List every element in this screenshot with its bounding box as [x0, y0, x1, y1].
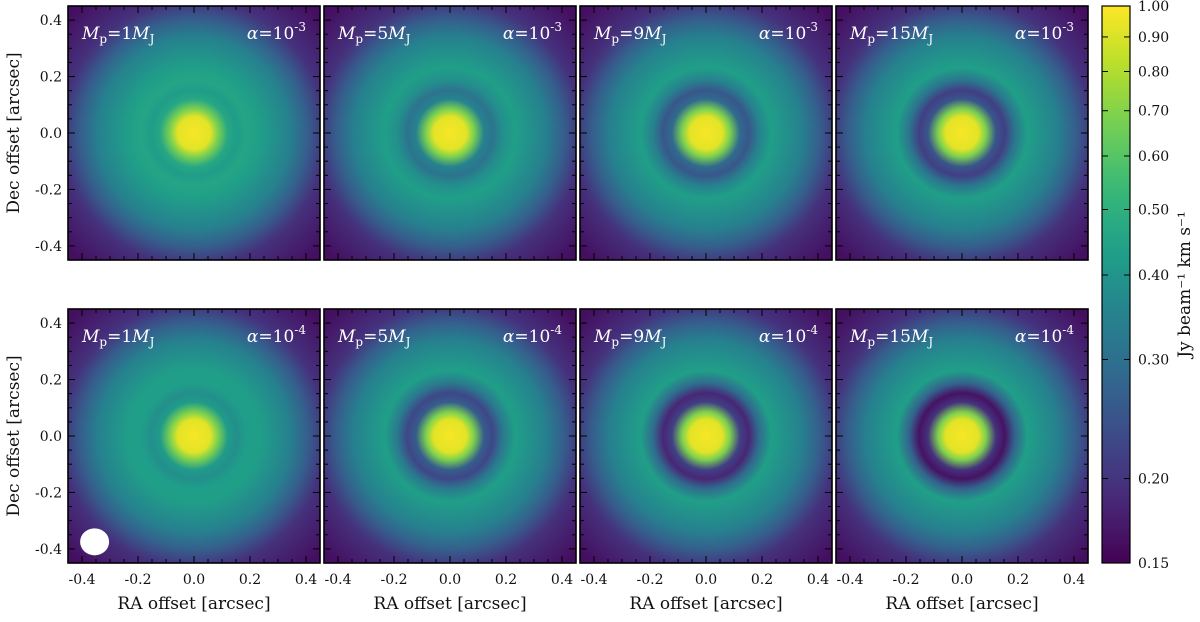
x-tick-label: 0.4: [807, 572, 829, 588]
ticks: [580, 6, 832, 260]
intensity-map: [68, 6, 320, 260]
intensity-map: [324, 309, 576, 563]
x-tick-label: 0.2: [1007, 572, 1029, 588]
y-tick-label: 0.2: [40, 70, 62, 86]
colorbar-tick-label: 0.60: [1138, 149, 1169, 165]
intensity-map: [68, 309, 320, 563]
alpha-label: α=10-3: [1015, 20, 1074, 44]
colorbar-tick-label: 0.80: [1138, 65, 1169, 81]
panel-1: Mp=1MJ α=10-3 0.4 0.2 0.0 -0.2 -0.4: [35, 5, 321, 261]
ticks: [580, 309, 832, 563]
y-axis-title: Dec offset [arcsec]: [4, 52, 24, 213]
planet-mass-label: Mp=15MJ: [849, 24, 933, 46]
colorbar-tick-label: 0.90: [1138, 30, 1169, 46]
colorbar-gradient: [1101, 5, 1131, 564]
alpha-label: α=10-3: [759, 20, 818, 44]
panels: Mp=1MJ α=10-3 0.4 0.2 0.0 -0.2 -0.4 Mp=5MJ α=10-…: [35, 5, 1089, 614]
intensity-map: [580, 309, 832, 563]
x-tick-label: 0.0: [183, 572, 205, 588]
ticks: [324, 6, 576, 260]
intensity-map: [324, 6, 576, 260]
x-axis-title: RA offset [arcsec]: [117, 594, 270, 614]
colorbar-tick-label: 1.00: [1138, 0, 1169, 15]
x-tick-label: 0.2: [239, 572, 261, 588]
x-tick-label: 0.0: [951, 572, 973, 588]
beam-ellipse: [80, 528, 110, 556]
ticks: [836, 309, 1088, 563]
ticks: [68, 6, 320, 260]
planet-mass-label: Mp=9MJ: [593, 327, 667, 349]
x-tick-label: 0.0: [695, 572, 717, 588]
planet-mass-label: Mp=5MJ: [337, 327, 411, 349]
ticks: [324, 309, 576, 563]
panel-7: Mp=9MJ α=10-4 -0.4 -0.2 0.0 0.2 0.4 RA offset […: [579, 308, 833, 614]
alpha-label: α=10-4: [503, 323, 562, 347]
panel-5: Mp=1MJ α=10-4 0.4 0.2 0.0 -0.2 -0.4 -0.4 -0.2 0.0…: [35, 308, 321, 614]
alpha-label: α=10-4: [1015, 323, 1074, 347]
x-tick-label: -0.2: [381, 572, 408, 588]
colorbar-tick-label: 0.70: [1138, 104, 1169, 120]
colorbar-tick-label: 0.30: [1138, 352, 1169, 368]
y-axis-title: Dec offset [arcsec]: [4, 355, 24, 516]
y-tick-label: -0.2: [35, 182, 62, 198]
y-tick-label: -0.2: [35, 485, 62, 501]
x-tick-label: -0.2: [893, 572, 920, 588]
x-tick-label: 0.4: [1063, 572, 1085, 588]
colorbar-label: Jy beam⁻¹ km s⁻¹: [1175, 211, 1195, 360]
x-axis-title: RA offset [arcsec]: [629, 594, 782, 614]
x-tick-label: -0.4: [581, 572, 608, 588]
x-tick-label: -0.4: [69, 572, 96, 588]
axis-titles: Dec offset [arcsec] Dec offset [arcsec]: [4, 52, 24, 516]
x-tick-label: 0.0: [439, 572, 461, 588]
colorbar: 1.00 0.90 0.80 0.70 0.60 0.50 0.40 0.30 0.20 0.15…: [1101, 0, 1195, 572]
x-axis-title: RA offset [arcsec]: [373, 594, 526, 614]
y-tick-label: 0.2: [40, 373, 62, 389]
colorbar-tick-label: 0.50: [1138, 203, 1169, 219]
panel-4: Mp=15MJ α=10-3: [835, 5, 1089, 261]
alpha-label: α=10-3: [503, 20, 562, 44]
colorbar-tick-label: 0.15: [1138, 556, 1169, 572]
x-tick-label: 0.2: [751, 572, 773, 588]
alpha-label: α=10-4: [247, 323, 306, 347]
colorbar-tick-label: 0.40: [1138, 268, 1169, 284]
planet-mass-label: Mp=5MJ: [337, 24, 411, 46]
x-tick-label: -0.4: [837, 572, 864, 588]
planet-mass-label: Mp=1MJ: [81, 24, 155, 46]
x-tick-label: 0.4: [551, 572, 573, 588]
x-tick-label: -0.2: [637, 572, 664, 588]
ticks: [836, 6, 1088, 260]
planet-mass-label: Mp=1MJ: [81, 327, 155, 349]
alpha-label: α=10-4: [759, 323, 818, 347]
panel-8: Mp=15MJ α=10-4 -0.4 -0.2 0.0 0.2 0.4 RA offset …: [835, 308, 1089, 614]
x-tick-label: -0.2: [125, 572, 152, 588]
alpha-label: α=10-3: [247, 20, 306, 44]
ticks: [68, 309, 320, 563]
planet-mass-label: Mp=15MJ: [849, 327, 933, 349]
panel-6: Mp=5MJ α=10-4 -0.4 -0.2 0.0 0.2 0.4 RA offset […: [323, 308, 577, 614]
y-tick-label: 0.0: [40, 429, 62, 445]
colorbar-tick-label: 0.20: [1138, 472, 1169, 488]
x-axis-title: RA offset [arcsec]: [885, 594, 1038, 614]
y-tick-label: -0.4: [35, 239, 62, 255]
panel-3: Mp=9MJ α=10-3: [579, 5, 833, 261]
intensity-map: [836, 309, 1088, 563]
y-tick-label: -0.4: [35, 542, 62, 558]
x-tick-label: -0.4: [325, 572, 352, 588]
x-tick-label: 0.2: [495, 572, 517, 588]
x-tick-label: 0.4: [295, 572, 317, 588]
intensity-map: [580, 6, 832, 260]
y-tick-label: 0.4: [40, 316, 62, 332]
planet-mass-label: Mp=9MJ: [593, 24, 667, 46]
panel-2: Mp=5MJ α=10-3: [323, 5, 577, 261]
intensity-map: [836, 6, 1088, 260]
y-tick-label: 0.4: [40, 13, 62, 29]
y-tick-label: 0.0: [40, 126, 62, 142]
